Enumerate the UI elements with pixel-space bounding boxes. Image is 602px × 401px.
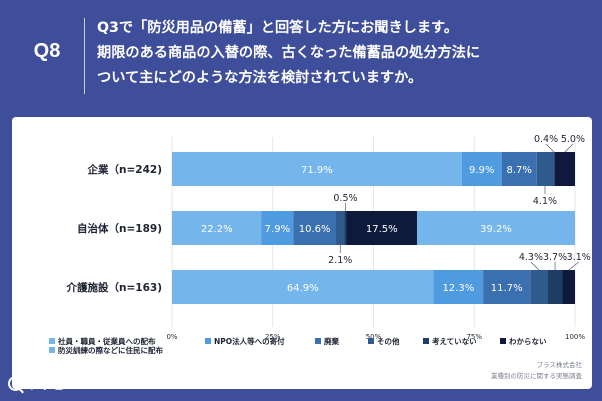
bar-segment: [172, 270, 434, 304]
data-label: 4.3%: [519, 252, 543, 263]
bar-segment: [483, 270, 531, 304]
bar-segment: [562, 270, 575, 304]
legend-label: 考えていない: [432, 336, 477, 346]
legend-swatch: [49, 347, 55, 353]
bar-segment: [461, 152, 502, 186]
bar-segment: [554, 152, 575, 186]
data-label: 10.6%: [299, 224, 331, 235]
data-label: 9.9%: [469, 165, 494, 176]
x-tick-label: 50%: [366, 333, 382, 341]
legend-label: 防災訓練の際などに住民に配布: [58, 345, 163, 355]
data-label: 2.1%: [328, 255, 352, 266]
header-divider: [84, 18, 85, 94]
legend-swatch: [49, 338, 55, 344]
bar-segment: [261, 211, 294, 245]
data-label: 7.9%: [265, 224, 290, 235]
leader-line: [568, 261, 579, 271]
data-label: 64.9%: [287, 283, 319, 294]
x-tick-label: 0%: [166, 333, 177, 341]
bar-segment: [501, 152, 537, 186]
x-tick-label: 75%: [466, 333, 482, 341]
bar-segment: [553, 152, 555, 186]
leader-line: [530, 261, 540, 271]
data-label: 11.7%: [491, 283, 523, 294]
data-label: 17.5%: [366, 224, 398, 235]
magnifier-icon: [8, 376, 23, 391]
x-tick-label: 100%: [565, 333, 585, 341]
leader-line: [545, 143, 555, 153]
brand-logo-text: リサピー: [26, 378, 79, 393]
bar-segment: [536, 152, 554, 186]
data-label: 12.3%: [442, 283, 474, 294]
credit-survey: 業種別の防災に関する実態調査: [491, 372, 582, 380]
data-label: 3.1%: [567, 252, 591, 263]
legend-label: 社員・職員・従業員への配布: [57, 336, 156, 346]
data-label: 4.1%: [533, 196, 557, 207]
bar-segment: [433, 270, 484, 304]
data-label: 0.4%: [534, 134, 558, 145]
category-label: 企業（n=242): [87, 163, 163, 176]
source-credit: プラス株式会社 業種別の防災に関する実態調査: [491, 360, 582, 382]
legend-swatch: [368, 338, 374, 344]
x-tick-label: 25%: [265, 333, 281, 341]
question-header: Q8 Q3で「防災用品の備蓄」と回答した方にお聞きします。 期限のある商品の入替…: [0, 0, 602, 112]
data-label: 71.9%: [301, 165, 333, 176]
bar-segment: [344, 211, 347, 245]
stacked-bar-chart: 企業（n=242) 71.9% 9.9% 8.7% 4.1% 0.4% 5.0% 自治体（n=…: [49, 134, 591, 355]
question-text: Q3で「防災用品の備蓄」と回答した方にお聞きします。 期限のある商品の入替の際、…: [97, 20, 481, 86]
chart-card: 企業（n=242) 71.9% 9.9% 8.7% 4.1% 0.4% 5.0% 自治体（n=…: [12, 117, 592, 389]
data-label: 5.0%: [561, 134, 585, 145]
question-number: Q8: [33, 40, 61, 62]
legend-label: その他: [377, 336, 400, 346]
legend-label: NPO法人等への寄付: [214, 336, 285, 346]
bar-segment: [547, 270, 563, 304]
legend-swatch: [500, 338, 506, 344]
data-label: 22.2%: [201, 224, 233, 235]
bar-segment: [172, 152, 462, 186]
legend-label: 廃棄: [324, 336, 339, 346]
data-label: 0.5%: [333, 193, 357, 204]
data-label: 8.7%: [506, 165, 531, 176]
category-label: 自治体（n=189): [77, 222, 162, 235]
leader-line: [564, 143, 574, 153]
bar-segment: [172, 211, 262, 245]
bar-segment: [346, 211, 418, 245]
credit-company: プラス株式会社: [536, 361, 582, 369]
data-label: 39.2%: [480, 224, 512, 235]
legend-swatch: [205, 338, 211, 344]
bar-segment: [293, 211, 337, 245]
legend-swatch: [315, 338, 321, 344]
bar-segment: [530, 270, 548, 304]
data-label: 3.7%: [543, 252, 567, 263]
brand-logo: リサピー: [8, 374, 78, 393]
bar-segment: [336, 211, 345, 245]
bar-segment: [417, 211, 575, 245]
legend-swatch: [423, 338, 429, 344]
category-label: 介護施設（n=163): [66, 281, 163, 294]
legend-label: わからない: [509, 337, 547, 346]
